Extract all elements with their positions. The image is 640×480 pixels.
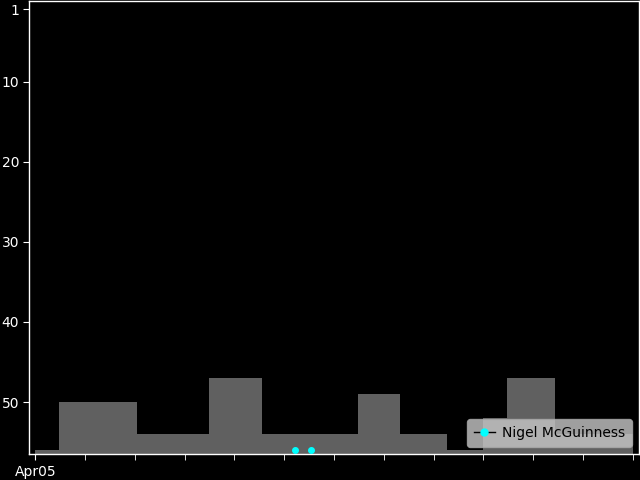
Legend: Nigel McGuinness: Nigel McGuinness: [467, 420, 632, 447]
